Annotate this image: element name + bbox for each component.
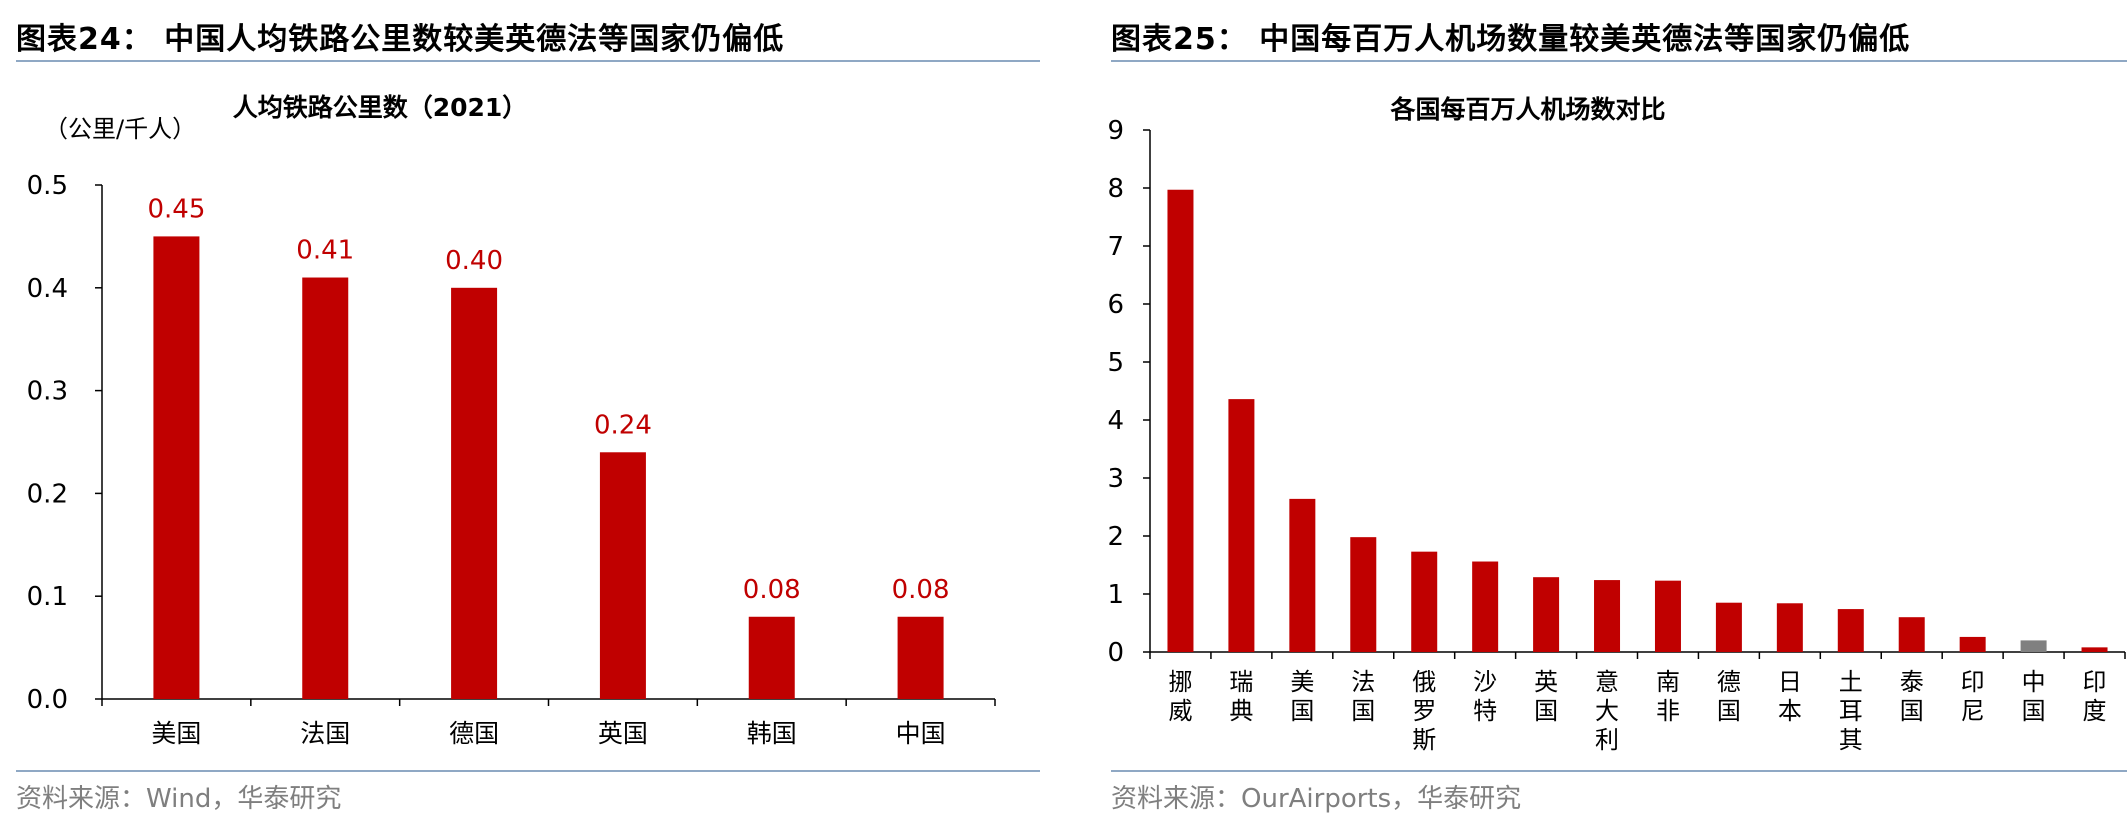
left-bar (302, 277, 349, 699)
left-category-label: 韩国 (747, 719, 797, 748)
right-bar (1228, 399, 1255, 652)
left-y-tick-label: 0.4 (27, 274, 68, 304)
left-y-tick-label: 0.1 (27, 582, 68, 612)
left-category-label: 德国 (449, 719, 499, 748)
right-bar (1289, 498, 1316, 652)
right-source-rule (1111, 770, 2127, 772)
left-panel: 图表24： 中国人均铁路公里数较美英德法等国家仍偏低 人均铁路公里数（2021）… (0, 0, 1040, 825)
right-y-tick-label: 3 (1107, 464, 1124, 494)
left-source-rule (16, 770, 1040, 772)
left-bar-value-label: 0.40 (445, 246, 503, 276)
left-bar (153, 236, 200, 699)
left-bar (451, 287, 498, 699)
left-category-label: 法国 (300, 719, 350, 748)
right-y-tick-label: 8 (1107, 174, 1124, 204)
left-figure-title: 图表24： 中国人均铁路公里数较美英德法等国家仍偏低 (16, 22, 785, 57)
right-y-tick-label: 1 (1107, 580, 1124, 610)
right-bar (1594, 580, 1621, 652)
right-category-label: 土耳其 (1839, 668, 1863, 754)
left-bar (897, 616, 944, 699)
right-bar (1350, 537, 1377, 652)
right-y-tick-label: 9 (1107, 116, 1124, 146)
right-category-label: 法国 (1351, 668, 1375, 725)
right-category-label: 印度 (2083, 668, 2107, 725)
right-bar (1715, 602, 1742, 652)
left-y-tick-label: 0.2 (27, 479, 68, 509)
right-category-label: 印尼 (1961, 668, 1985, 725)
right-category-label: 俄罗斯 (1412, 668, 1436, 754)
left-y-tick-label: 0.5 (27, 171, 68, 201)
left-bar-value-label: 0.08 (892, 575, 950, 605)
left-category-label: 英国 (598, 719, 648, 748)
right-bar (2020, 640, 2047, 652)
right-bar (1533, 577, 1560, 652)
right-source: 资料来源：OurAirports，华泰研究 (1111, 784, 1522, 814)
right-y-tick-label: 5 (1107, 348, 1124, 378)
right-chart-title: 各国每百万人机场数对比 (1389, 95, 1665, 124)
left-y-tick-label: 0.0 (27, 685, 68, 715)
right-panel: 图表25： 中国每百万人机场数量较美英德法等国家仍偏低 各国每百万人机场数对比 … (1095, 0, 2127, 825)
right-figure-title: 图表25： 中国每百万人机场数量较美英德法等国家仍偏低 (1111, 22, 1911, 57)
right-category-label: 瑞典 (1229, 668, 1253, 725)
right-bar (1167, 189, 1194, 652)
left-chart-title: 人均铁路公里数（2021） (233, 93, 528, 122)
left-bar (599, 452, 646, 699)
left-unit-label: （公里/千人） (44, 115, 196, 143)
left-category-label: 美国 (151, 719, 201, 748)
left-source: 资料来源：Wind，华泰研究 (16, 784, 342, 814)
right-category-label: 意大利 (1595, 668, 1619, 754)
left-bar-value-label: 0.45 (147, 194, 205, 224)
right-category-label: 日本 (1778, 668, 1802, 725)
left-y-tick-label: 0.3 (27, 377, 68, 407)
right-y-tick-label: 2 (1107, 522, 1124, 552)
right-category-label: 泰国 (1900, 668, 1924, 725)
left-bar-value-label: 0.24 (594, 410, 652, 440)
right-y-tick-label: 0 (1107, 638, 1124, 668)
right-category-label: 德国 (1717, 668, 1741, 725)
left-plot-area: 0.0 0.1 0.2 0.3 0.4 0.5 0.45 美国 0.41 法国 0.40 德国 0.24… (27, 171, 996, 748)
left-bar-value-label: 0.41 (296, 236, 354, 266)
right-bar (1776, 603, 1803, 652)
right-bar (1411, 551, 1438, 652)
right-category-label: 美国 (1290, 668, 1314, 725)
right-bar (2081, 647, 2108, 652)
right-y-tick-label: 7 (1107, 232, 1124, 262)
left-bar-value-label: 0.08 (743, 575, 801, 605)
left-bar (748, 616, 795, 699)
right-bar (1837, 609, 1864, 652)
right-category-label: 南非 (1656, 668, 1680, 725)
left-category-label: 中国 (896, 719, 946, 748)
right-category-label: 中国 (2022, 668, 2046, 725)
left-title-rule (16, 60, 1040, 62)
left-bar-chart: 人均铁路公里数（2021） （公里/千人） 0.0 0.1 0.2 0.3 0.4 0.5… (27, 93, 996, 748)
right-y-tick-label: 4 (1107, 406, 1124, 436)
right-category-label: 沙特 (1473, 668, 1497, 725)
right-category-label: 英国 (1534, 668, 1558, 725)
right-plot-area: 0123456789挪威瑞典美国法国俄罗斯沙特英国意大利南非德国日本土耳其泰国印… (1107, 116, 2126, 754)
right-y-tick-label: 6 (1107, 290, 1124, 320)
right-bar (1654, 580, 1681, 652)
right-title-rule (1111, 60, 2127, 62)
right-bar (1472, 561, 1499, 652)
right-category-label: 挪威 (1168, 668, 1192, 725)
right-bar (1898, 617, 1925, 652)
right-bar (1959, 636, 1986, 652)
